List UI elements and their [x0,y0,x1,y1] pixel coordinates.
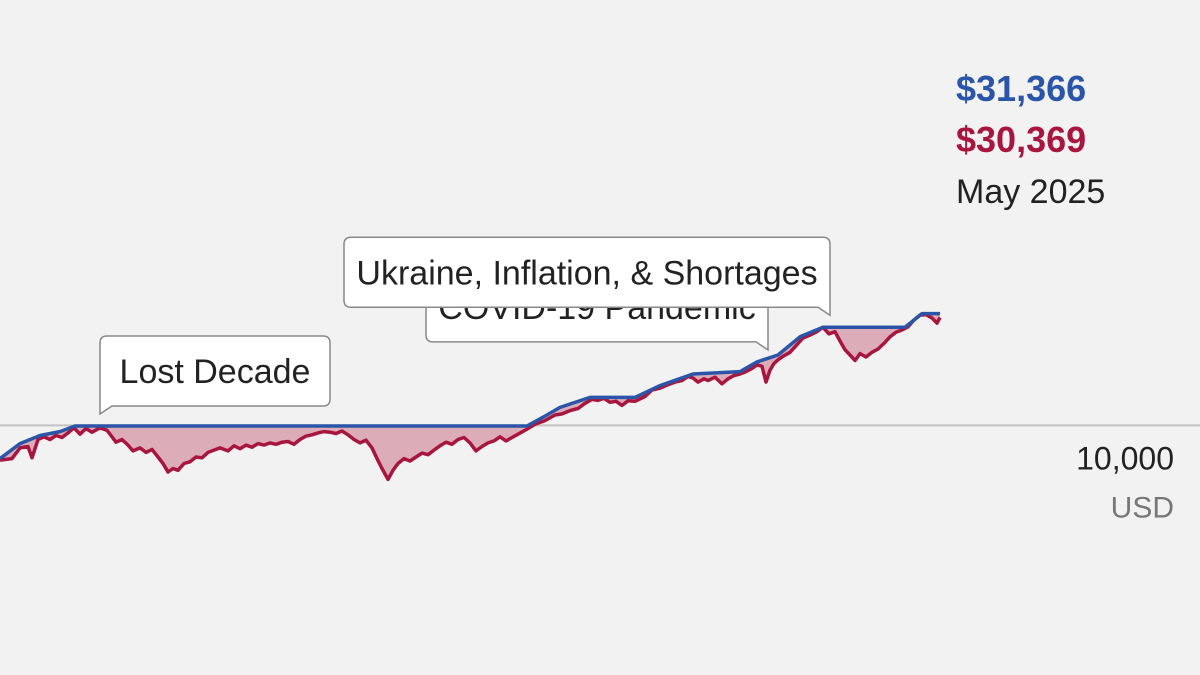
annotation-box [343,236,831,317]
peak-value-label: $31,366 [956,68,1086,109]
annotation-label: Lost Decade [120,353,311,391]
current-value-label: $30,369 [956,119,1086,160]
reference-value-label: 10,000 [1076,440,1174,476]
drawdown-area [0,313,940,480]
annotation-callout: Lost Decade [99,335,331,416]
date-label: May 2025 [956,173,1105,211]
annotation-box [99,335,331,416]
annotation-callout: Ukraine, Inflation, & Shortages [343,236,831,317]
peak-line [0,311,940,460]
annotation-label: Ukraine, Inflation, & Shortages [356,254,817,292]
value-line [0,312,942,482]
reference-unit-label: USD [1111,491,1174,524]
